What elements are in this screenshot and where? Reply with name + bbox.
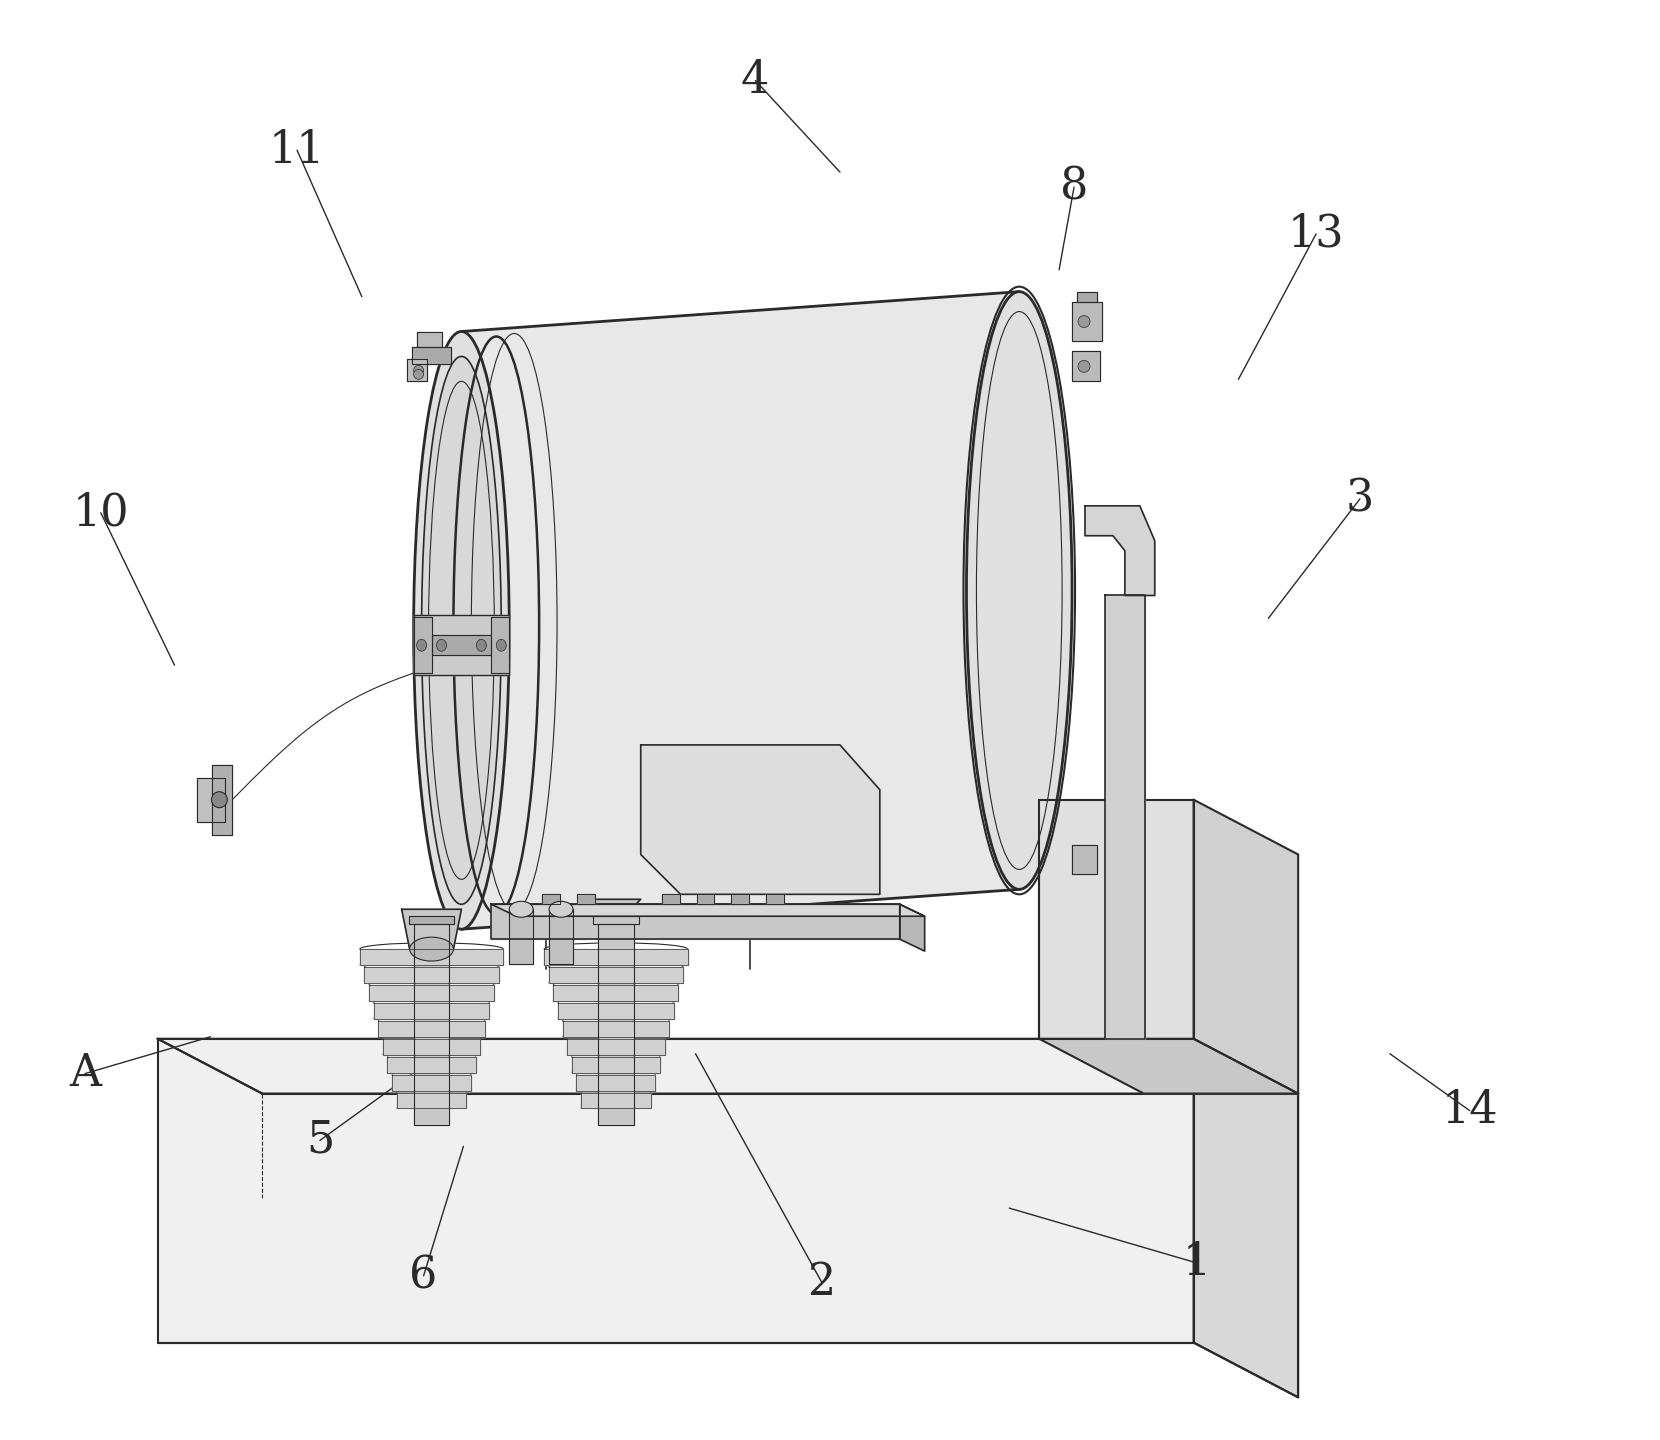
Polygon shape xyxy=(407,360,427,382)
Polygon shape xyxy=(697,894,714,904)
Polygon shape xyxy=(369,985,495,1001)
Ellipse shape xyxy=(549,901,573,917)
Polygon shape xyxy=(387,1057,476,1073)
Polygon shape xyxy=(413,615,510,675)
Polygon shape xyxy=(553,985,679,1001)
Polygon shape xyxy=(432,635,491,655)
Polygon shape xyxy=(158,1038,1194,1342)
Polygon shape xyxy=(576,1074,656,1090)
Polygon shape xyxy=(402,909,461,949)
Text: 13: 13 xyxy=(1288,212,1345,255)
Polygon shape xyxy=(558,1002,674,1020)
Polygon shape xyxy=(383,1038,480,1054)
Polygon shape xyxy=(408,916,455,924)
Polygon shape xyxy=(1039,1038,1298,1093)
Ellipse shape xyxy=(413,366,423,376)
Polygon shape xyxy=(417,331,442,347)
Polygon shape xyxy=(900,904,925,950)
Polygon shape xyxy=(158,1038,1298,1093)
Polygon shape xyxy=(491,904,925,916)
Polygon shape xyxy=(491,904,900,939)
Polygon shape xyxy=(1039,799,1194,1038)
Polygon shape xyxy=(591,900,641,904)
Text: 5: 5 xyxy=(305,1119,334,1162)
Polygon shape xyxy=(378,1021,485,1037)
Polygon shape xyxy=(578,894,594,904)
Ellipse shape xyxy=(422,357,501,904)
Text: A: A xyxy=(68,1053,101,1096)
Ellipse shape xyxy=(1077,315,1091,327)
Polygon shape xyxy=(1086,505,1155,596)
Polygon shape xyxy=(1106,596,1145,1038)
Polygon shape xyxy=(1194,799,1298,1093)
Text: 4: 4 xyxy=(740,59,770,102)
Ellipse shape xyxy=(476,639,486,651)
Text: 8: 8 xyxy=(1059,166,1089,209)
Ellipse shape xyxy=(413,369,423,379)
Polygon shape xyxy=(412,347,452,364)
Polygon shape xyxy=(212,765,232,835)
Polygon shape xyxy=(1072,844,1097,874)
Ellipse shape xyxy=(1077,360,1091,373)
Polygon shape xyxy=(1194,1038,1298,1397)
Ellipse shape xyxy=(211,792,227,808)
Ellipse shape xyxy=(417,639,427,651)
Text: 11: 11 xyxy=(269,128,325,171)
Ellipse shape xyxy=(413,331,510,929)
Polygon shape xyxy=(543,894,559,904)
Ellipse shape xyxy=(437,639,447,651)
Ellipse shape xyxy=(496,639,506,651)
Polygon shape xyxy=(1077,292,1097,301)
Polygon shape xyxy=(510,909,533,963)
Polygon shape xyxy=(662,894,679,904)
Polygon shape xyxy=(641,744,880,894)
Polygon shape xyxy=(571,1057,661,1073)
Ellipse shape xyxy=(410,937,453,960)
Polygon shape xyxy=(568,1038,664,1054)
Polygon shape xyxy=(413,618,432,672)
Text: 2: 2 xyxy=(808,1261,837,1305)
Polygon shape xyxy=(374,1002,490,1020)
Polygon shape xyxy=(360,949,503,965)
Polygon shape xyxy=(392,1074,471,1090)
Polygon shape xyxy=(563,1021,669,1037)
Polygon shape xyxy=(767,894,784,904)
Polygon shape xyxy=(598,924,634,1126)
Text: 3: 3 xyxy=(1346,477,1374,520)
Polygon shape xyxy=(593,916,639,924)
Polygon shape xyxy=(732,894,749,904)
Text: 1: 1 xyxy=(1182,1241,1210,1284)
Ellipse shape xyxy=(510,901,533,917)
Polygon shape xyxy=(491,618,510,672)
Text: 6: 6 xyxy=(410,1254,438,1297)
Polygon shape xyxy=(549,909,573,963)
Polygon shape xyxy=(461,292,1019,929)
Polygon shape xyxy=(365,968,498,984)
Polygon shape xyxy=(413,924,450,1126)
Polygon shape xyxy=(581,1093,651,1109)
Polygon shape xyxy=(544,949,687,965)
Polygon shape xyxy=(1072,351,1101,382)
Ellipse shape xyxy=(966,292,1072,890)
Polygon shape xyxy=(198,778,226,822)
Text: 14: 14 xyxy=(1441,1089,1497,1132)
Polygon shape xyxy=(397,1093,466,1109)
Polygon shape xyxy=(1072,301,1102,341)
Text: 10: 10 xyxy=(73,491,129,534)
Polygon shape xyxy=(549,968,682,984)
